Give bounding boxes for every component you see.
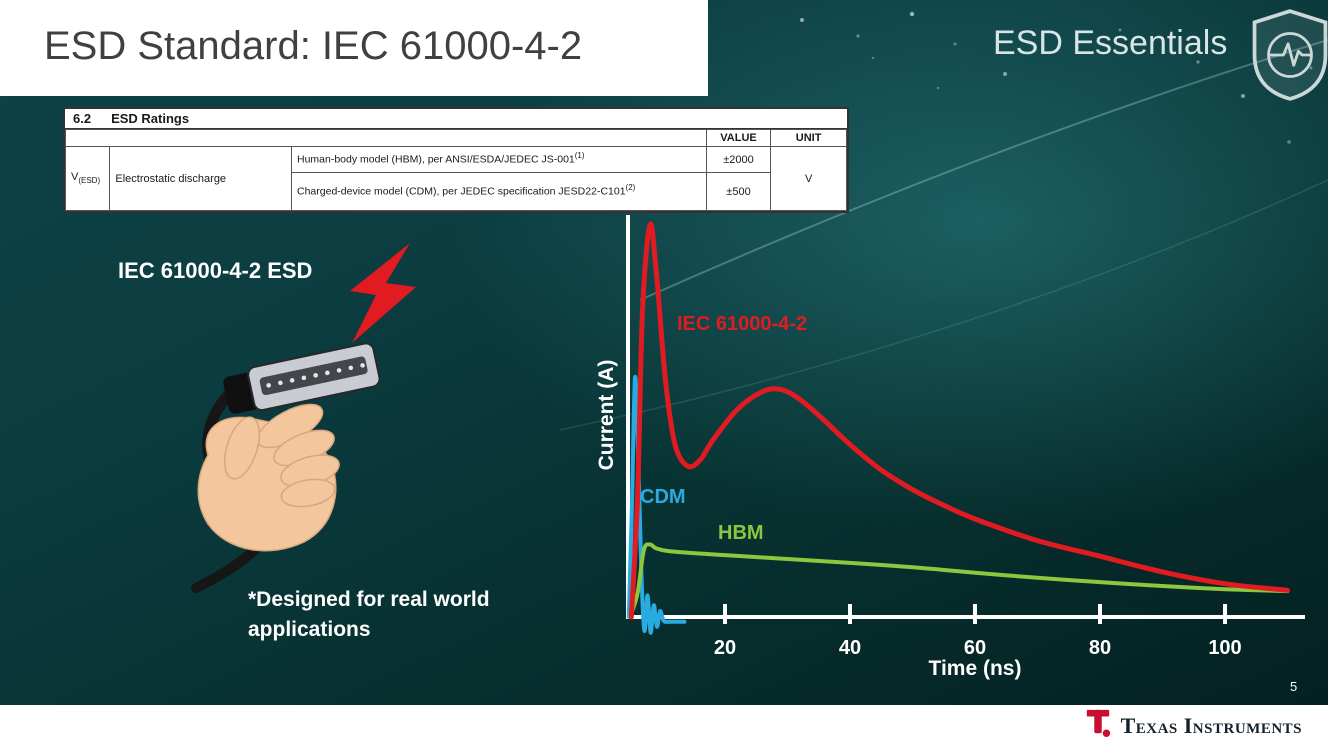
chart-series: [626, 221, 1290, 635]
unit-column-header: UNIT: [770, 129, 847, 147]
x-tick-label: 80: [1089, 637, 1111, 659]
series-label-iec: IEC 61000-4-2: [677, 313, 808, 335]
x-tick-label: 60: [964, 637, 986, 659]
ti-logo-icon: [1084, 708, 1112, 743]
title-band: [0, 0, 708, 96]
y-axis-label: Current (A): [595, 359, 618, 471]
esd-shield-icon: [1248, 6, 1328, 109]
hbm-condition-cell: Human-body model (HBM), per ANSI/ESDA/JE…: [291, 146, 707, 173]
series-label-hbm: HBM: [718, 522, 764, 544]
cdm-condition-cell: Charged-device model (CDM), per JEDEC sp…: [291, 172, 707, 211]
iec-esd-label: IEC 61000-4-2 ESD: [118, 258, 313, 283]
unit-cell: V: [770, 146, 847, 211]
x-ticks: 20 40 60 80 100: [714, 604, 1242, 659]
hbm-value-cell: ±2000: [705, 146, 772, 173]
cdm-value-cell: ±500: [705, 172, 772, 211]
x-tick-label: 20: [714, 637, 736, 659]
section-title: ESD Ratings: [111, 111, 190, 126]
param-symbol-cell: V(ESD): [64, 146, 111, 211]
page-number: 5: [1290, 679, 1298, 694]
x-tick-label: 40: [839, 637, 861, 659]
ratings-grid: VALUE UNIT V(ESD) Electrostatic discharg…: [64, 129, 847, 211]
series-label-cdm: CDM: [640, 486, 686, 508]
param-name-cell: Electrostatic discharge: [109, 146, 292, 211]
section-number: 6.2: [73, 111, 92, 126]
designed-note: *Designed for real world applications: [248, 588, 490, 641]
x-axis-label: Time (ns): [928, 657, 1022, 680]
empty-header-cell: [65, 129, 707, 147]
esd-ratings-table: 6.2 ESD Ratings VALUE UNIT V(ESD) Electr…: [63, 107, 849, 213]
hdmi-connector-icon: [223, 342, 381, 414]
value-column-header: VALUE: [705, 129, 772, 147]
x-tick-label: 100: [1208, 637, 1241, 659]
esd-waveform-chart: 20 40 60 80 100 IEC 61000-4-2 CDM HBM Time (…: [585, 205, 1327, 705]
hand-connector-illustration: [138, 330, 408, 600]
series-hbm: [628, 542, 1290, 619]
page-title: ESD Standard: IEC 61000-4-2: [44, 24, 583, 68]
lightning-bolt-icon: [340, 243, 425, 353]
brand-title: ESD Essentials: [993, 24, 1228, 62]
hand-shape: [197, 403, 340, 552]
ti-logo-text: Texas Instruments: [1120, 712, 1302, 738]
series-iec-61000-4-2: [628, 221, 1290, 620]
chart-plot: 20 40 60 80 100: [626, 215, 1305, 659]
table-section-header: 6.2 ESD Ratings: [65, 109, 847, 129]
series-cdm: [626, 374, 687, 635]
footer-bar: Texas Instruments: [0, 705, 1328, 746]
